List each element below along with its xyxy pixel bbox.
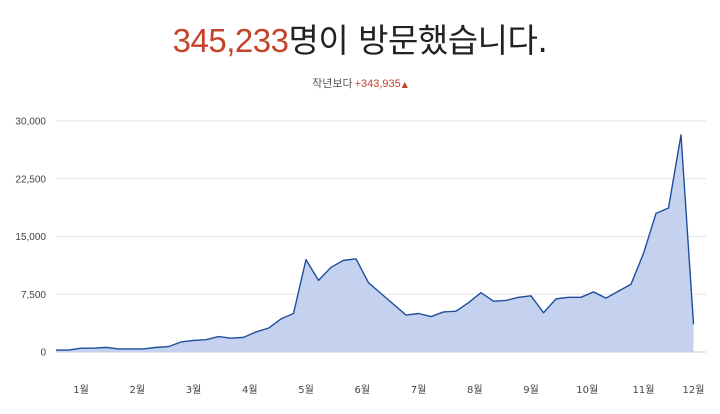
data-point[interactable] xyxy=(367,282,369,284)
data-point[interactable] xyxy=(192,339,194,341)
x-tick-label: 9월 xyxy=(523,384,539,396)
data-point[interactable] xyxy=(542,312,544,314)
x-tick-label: 6월 xyxy=(354,384,370,396)
data-point[interactable] xyxy=(317,279,319,281)
data-point[interactable] xyxy=(417,312,419,314)
data-point[interactable] xyxy=(92,347,94,349)
data-point[interactable] xyxy=(617,290,619,292)
data-point[interactable] xyxy=(55,349,57,351)
data-point[interactable] xyxy=(117,348,119,350)
data-point[interactable] xyxy=(230,337,232,339)
data-point[interactable] xyxy=(642,252,644,254)
visitor-count: 345,233 xyxy=(172,22,289,59)
data-point[interactable] xyxy=(605,297,607,299)
up-triangle-icon: ▲ xyxy=(401,80,408,89)
data-point[interactable] xyxy=(580,296,582,298)
data-point[interactable] xyxy=(142,348,144,350)
data-point[interactable] xyxy=(167,345,169,347)
data-point[interactable] xyxy=(180,341,182,343)
data-point[interactable] xyxy=(530,295,532,297)
data-point[interactable] xyxy=(505,299,507,301)
data-point[interactable] xyxy=(667,207,669,209)
x-tick-label: 7월 xyxy=(411,384,427,396)
data-point[interactable] xyxy=(630,283,632,285)
y-axis-ticks: 0 7,500 15,000 22,500 30,000 xyxy=(15,117,46,359)
data-point[interactable] xyxy=(255,331,257,333)
y-tick-label: 0 xyxy=(40,348,46,359)
data-point[interactable] xyxy=(305,258,307,260)
data-point[interactable] xyxy=(555,298,557,300)
data-point[interactable] xyxy=(342,259,344,261)
data-point[interactable] xyxy=(442,311,444,313)
data-point[interactable] xyxy=(430,315,432,317)
data-point[interactable] xyxy=(105,346,107,348)
data-point[interactable] xyxy=(392,303,394,305)
x-tick-label: 2월 xyxy=(129,384,145,396)
data-point[interactable] xyxy=(80,347,82,349)
compare-delta: +343,935 xyxy=(354,78,401,90)
data-point[interactable] xyxy=(517,296,519,298)
visitor-headline: 345,233명이 방문했습니다. xyxy=(0,14,720,62)
x-axis-ticks: 1월 2월 3월 4월 5월 6월 7월 8월 9월 10월 11월 12월 xyxy=(73,384,704,396)
data-point[interactable] xyxy=(692,323,694,325)
compare-label: 작년보다 xyxy=(312,77,353,90)
series-line xyxy=(56,134,695,351)
headline-suffix: 명이 방문했습니다. xyxy=(288,21,548,60)
data-point[interactable] xyxy=(330,266,332,268)
y-tick-label: 15,000 xyxy=(15,232,46,243)
data-point[interactable] xyxy=(567,296,569,298)
data-point[interactable] xyxy=(655,212,657,214)
data-point[interactable] xyxy=(355,258,357,260)
y-tick-label: 22,500 xyxy=(15,174,46,185)
data-point[interactable] xyxy=(680,134,682,136)
data-point[interactable] xyxy=(480,292,482,294)
x-tick-label: 11월 xyxy=(633,384,655,396)
x-tick-label: 8월 xyxy=(467,384,483,396)
data-point[interactable] xyxy=(205,338,207,340)
x-tick-label: 4월 xyxy=(242,384,258,396)
data-point[interactable] xyxy=(242,336,244,338)
data-point[interactable] xyxy=(280,318,282,320)
data-point[interactable] xyxy=(380,292,382,294)
x-tick-label: 12월 xyxy=(683,384,705,396)
x-tick-label: 3월 xyxy=(186,384,202,396)
y-tick-label: 7,500 xyxy=(21,290,46,301)
y-tick-label: 30,000 xyxy=(15,117,46,128)
data-point[interactable] xyxy=(67,349,69,351)
data-point[interactable] xyxy=(492,300,494,302)
data-point[interactable] xyxy=(467,302,469,304)
data-point[interactable] xyxy=(155,346,157,348)
x-tick-label: 5월 xyxy=(298,384,314,396)
data-point[interactable] xyxy=(130,348,132,350)
data-point[interactable] xyxy=(405,314,407,316)
data-point[interactable] xyxy=(267,327,269,329)
data-point[interactable] xyxy=(592,291,594,293)
data-point[interactable] xyxy=(455,310,457,312)
data-point[interactable] xyxy=(292,312,294,314)
series-area-fill xyxy=(56,134,694,352)
chart-series xyxy=(55,134,695,352)
x-tick-label: 1월 xyxy=(73,384,89,396)
data-point[interactable] xyxy=(217,335,219,337)
x-tick-label: 10월 xyxy=(576,384,598,396)
yearly-comparison: 작년보다 +343,935▲ xyxy=(0,75,720,91)
